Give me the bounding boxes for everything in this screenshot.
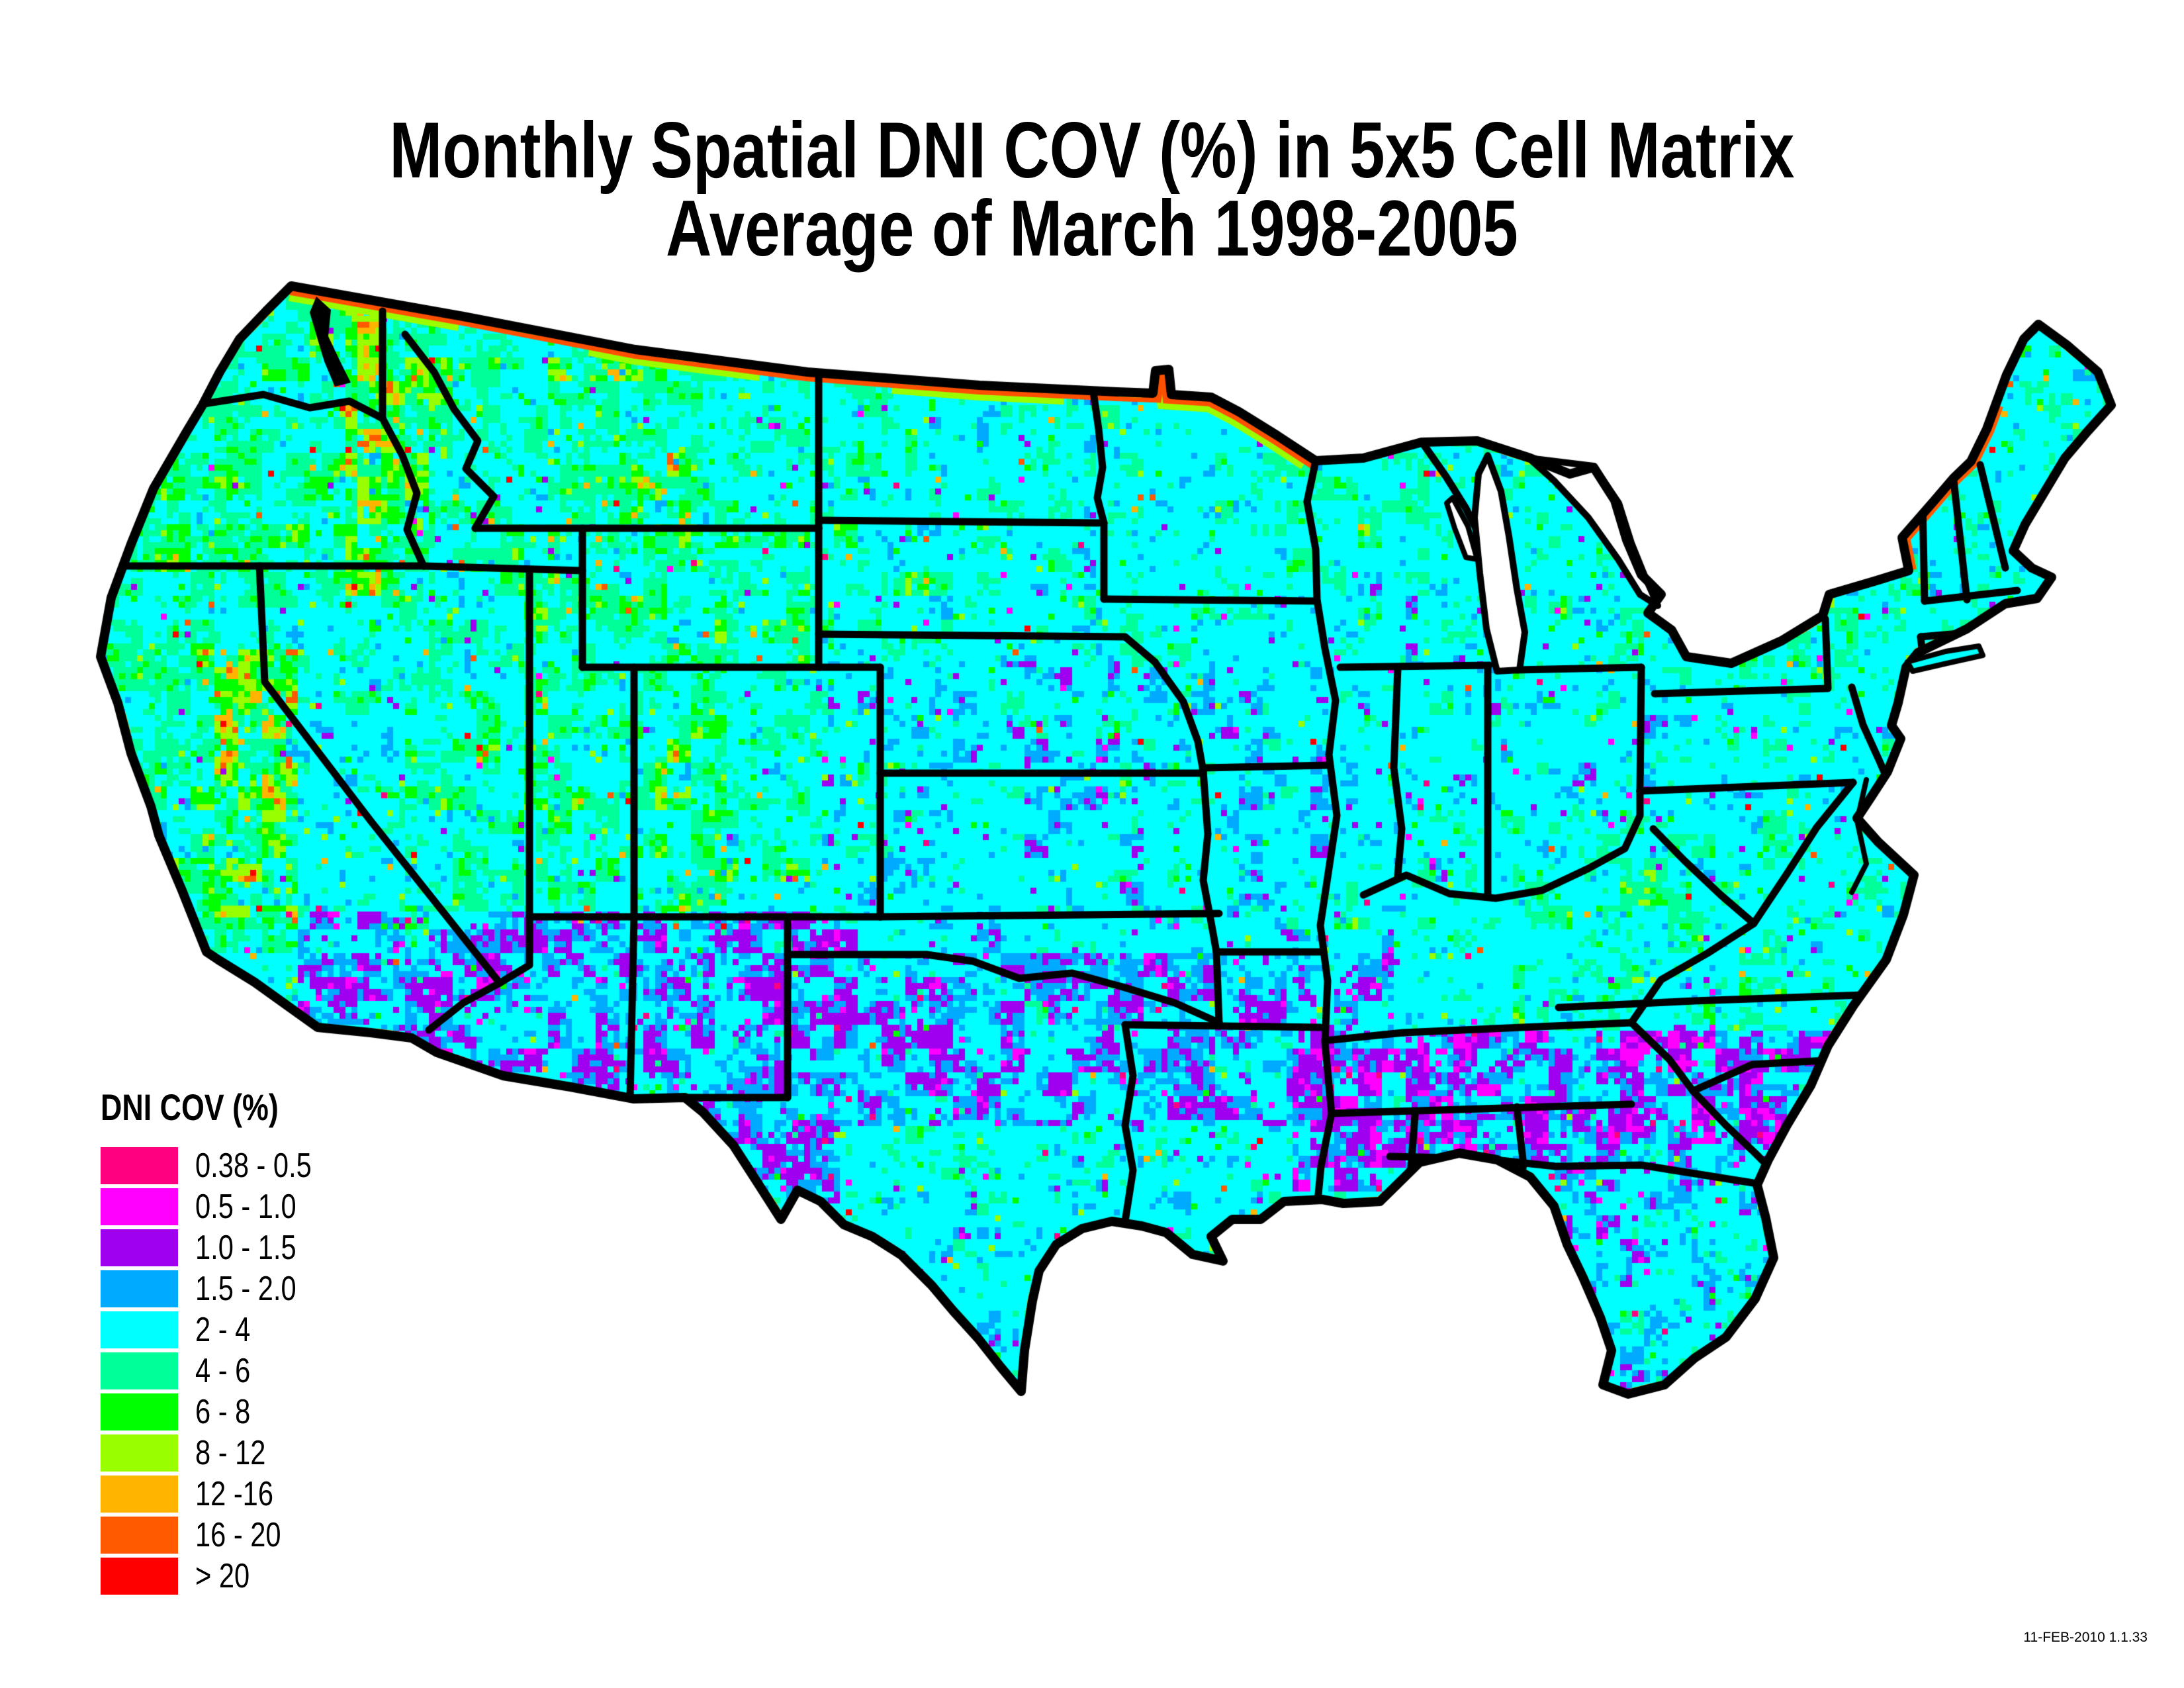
figure-title: Monthly Spatial DNI COV (%) in 5x5 Cell …	[0, 106, 2184, 273]
legend-row: 0.5 - 1.0	[101, 1188, 341, 1226]
legend-color-swatch	[101, 1147, 178, 1184]
legend-color-swatch	[101, 1476, 178, 1513]
legend-row: 0.38 - 0.5	[101, 1147, 341, 1185]
legend-label: 1.5 - 2.0	[195, 1270, 296, 1308]
legend-row: 16 - 20	[101, 1516, 341, 1554]
legend-row: 1.5 - 2.0	[101, 1270, 341, 1308]
legend-label: 8 - 12	[195, 1434, 266, 1472]
legend-row: 8 - 12	[101, 1434, 341, 1472]
legend-label: 1.0 - 1.5	[195, 1229, 296, 1267]
legend-row: > 20	[101, 1557, 341, 1595]
legend-color-swatch	[101, 1434, 178, 1472]
legend-label: 4 - 6	[195, 1352, 251, 1390]
legend-color-swatch	[101, 1558, 178, 1595]
legend-label: > 20	[195, 1557, 250, 1595]
title-line-1: Monthly Spatial DNI COV (%) in 5x5 Cell …	[389, 106, 1795, 195]
title-line-2: Average of March 1998-2005	[666, 184, 1518, 273]
generation-timestamp: 11-FEB-2010 1.1.33	[2023, 1630, 2148, 1645]
map-legend: DNI COV (%) 0.38 - 0.5 0.5 - 1.0 1.0 - 1…	[101, 1086, 341, 1599]
legend-label: 12 -16	[195, 1475, 273, 1513]
legend-label: 0.38 - 0.5	[195, 1147, 312, 1185]
legend-row: 1.0 - 1.5	[101, 1229, 341, 1267]
legend-color-swatch	[101, 1188, 178, 1225]
legend-label: 0.5 - 1.0	[195, 1188, 296, 1226]
legend-color-swatch	[101, 1311, 178, 1348]
legend-row: 12 -16	[101, 1475, 341, 1513]
legend-row: 4 - 6	[101, 1352, 341, 1390]
legend-label: 2 - 4	[195, 1311, 251, 1349]
legend-title: DNI COV (%)	[101, 1086, 279, 1128]
legend-color-swatch	[101, 1229, 178, 1266]
legend-row: 2 - 4	[101, 1311, 341, 1349]
legend-color-swatch	[101, 1393, 178, 1430]
legend-color-swatch	[101, 1352, 178, 1389]
legend-color-swatch	[101, 1270, 178, 1307]
legend-label: 16 - 20	[195, 1516, 281, 1554]
legend-row: 6 - 8	[101, 1393, 341, 1431]
legend-label: 6 - 8	[195, 1393, 251, 1431]
legend-color-swatch	[101, 1517, 178, 1554]
legend-items: 0.38 - 0.5 0.5 - 1.0 1.0 - 1.5 1.5 - 2.0	[101, 1147, 341, 1595]
